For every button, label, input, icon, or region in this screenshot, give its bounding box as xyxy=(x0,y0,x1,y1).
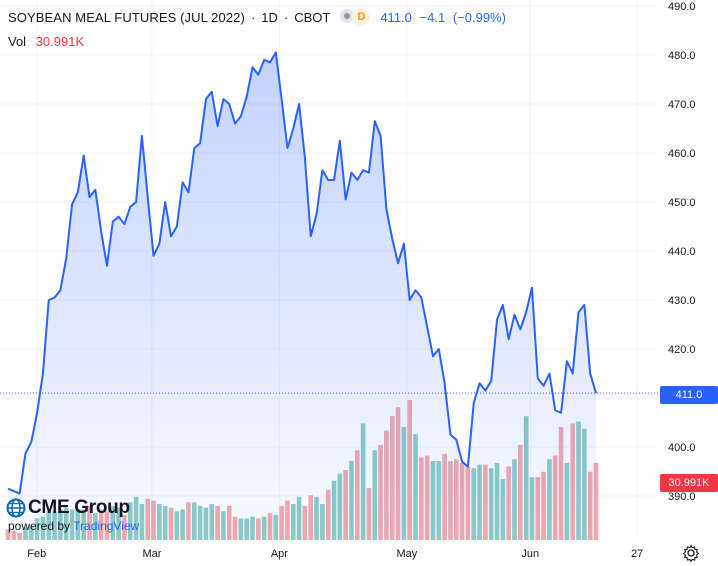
delayed-badge[interactable]: D xyxy=(352,9,371,25)
y-tick-label: 480.0 xyxy=(668,50,696,62)
time-axis[interactable]: Feb Mar Apr May Jun 27 xyxy=(27,548,643,560)
market-closed-icon[interactable] xyxy=(340,9,355,23)
change-value: −4.1 xyxy=(419,9,446,25)
legend-separator: · xyxy=(283,9,289,25)
gear-icon[interactable] xyxy=(682,544,700,562)
x-tick-label: Mar xyxy=(142,548,161,560)
y-tick-label: 440.0 xyxy=(668,246,696,258)
volume-bar xyxy=(5,529,11,540)
last-price-tag: 411.0 xyxy=(660,386,718,404)
y-tick-label: 460.0 xyxy=(668,148,696,160)
x-tick-label: Jun xyxy=(521,548,539,560)
provider-name[interactable]: TradingView xyxy=(73,519,140,533)
last-price-value: 411.0 xyxy=(380,9,412,25)
price-axis[interactable]: 390.0400.0410.0420.0430.0440.0450.0460.0… xyxy=(668,1,696,503)
x-tick-label: Apr xyxy=(271,548,288,560)
y-tick-label: 400.0 xyxy=(668,442,696,454)
legend-separator: · xyxy=(250,9,256,25)
volume-label[interactable]: Vol xyxy=(8,34,27,49)
price-line xyxy=(7,51,597,495)
y-tick-label: 470.0 xyxy=(668,99,696,111)
volume-value: 30.991K xyxy=(35,34,85,49)
symbol-title[interactable]: SOYBEAN MEAL FUTURES (JUL 2022) xyxy=(8,9,245,25)
cme-logo[interactable]: CME Group powered by TradingView xyxy=(6,497,139,533)
powered-by: powered by TradingView xyxy=(8,519,139,533)
y-tick-label: 450.0 xyxy=(668,197,696,209)
globe-icon xyxy=(6,498,26,518)
status-badges[interactable]: D xyxy=(340,9,371,25)
exchange-label: CBOT xyxy=(294,9,331,25)
price-area-fill xyxy=(8,52,596,541)
x-tick-label: May xyxy=(396,548,417,560)
y-tick-label: 390.0 xyxy=(668,491,696,503)
y-tick-label: 490.0 xyxy=(668,1,696,13)
x-tick-label: Feb xyxy=(27,548,46,560)
quote-values: 411.0 −4.1 (−0.99%) xyxy=(380,10,510,25)
y-tick-label: 430.0 xyxy=(668,295,696,307)
powered-by-label: powered by xyxy=(8,519,71,533)
volume-legend: Vol 30.991K xyxy=(8,34,84,49)
interval-label[interactable]: 1D xyxy=(261,9,278,25)
y-tick-label: 420.0 xyxy=(668,344,696,356)
brand-name: CME Group xyxy=(28,497,130,518)
volume-tag: 30.991K xyxy=(660,474,718,492)
x-tick-label: 27 xyxy=(631,548,643,560)
change-percent: (−0.99%) xyxy=(452,9,506,25)
symbol-legend: SOYBEAN MEAL FUTURES (JUL 2022) · 1D · C… xyxy=(8,9,510,25)
